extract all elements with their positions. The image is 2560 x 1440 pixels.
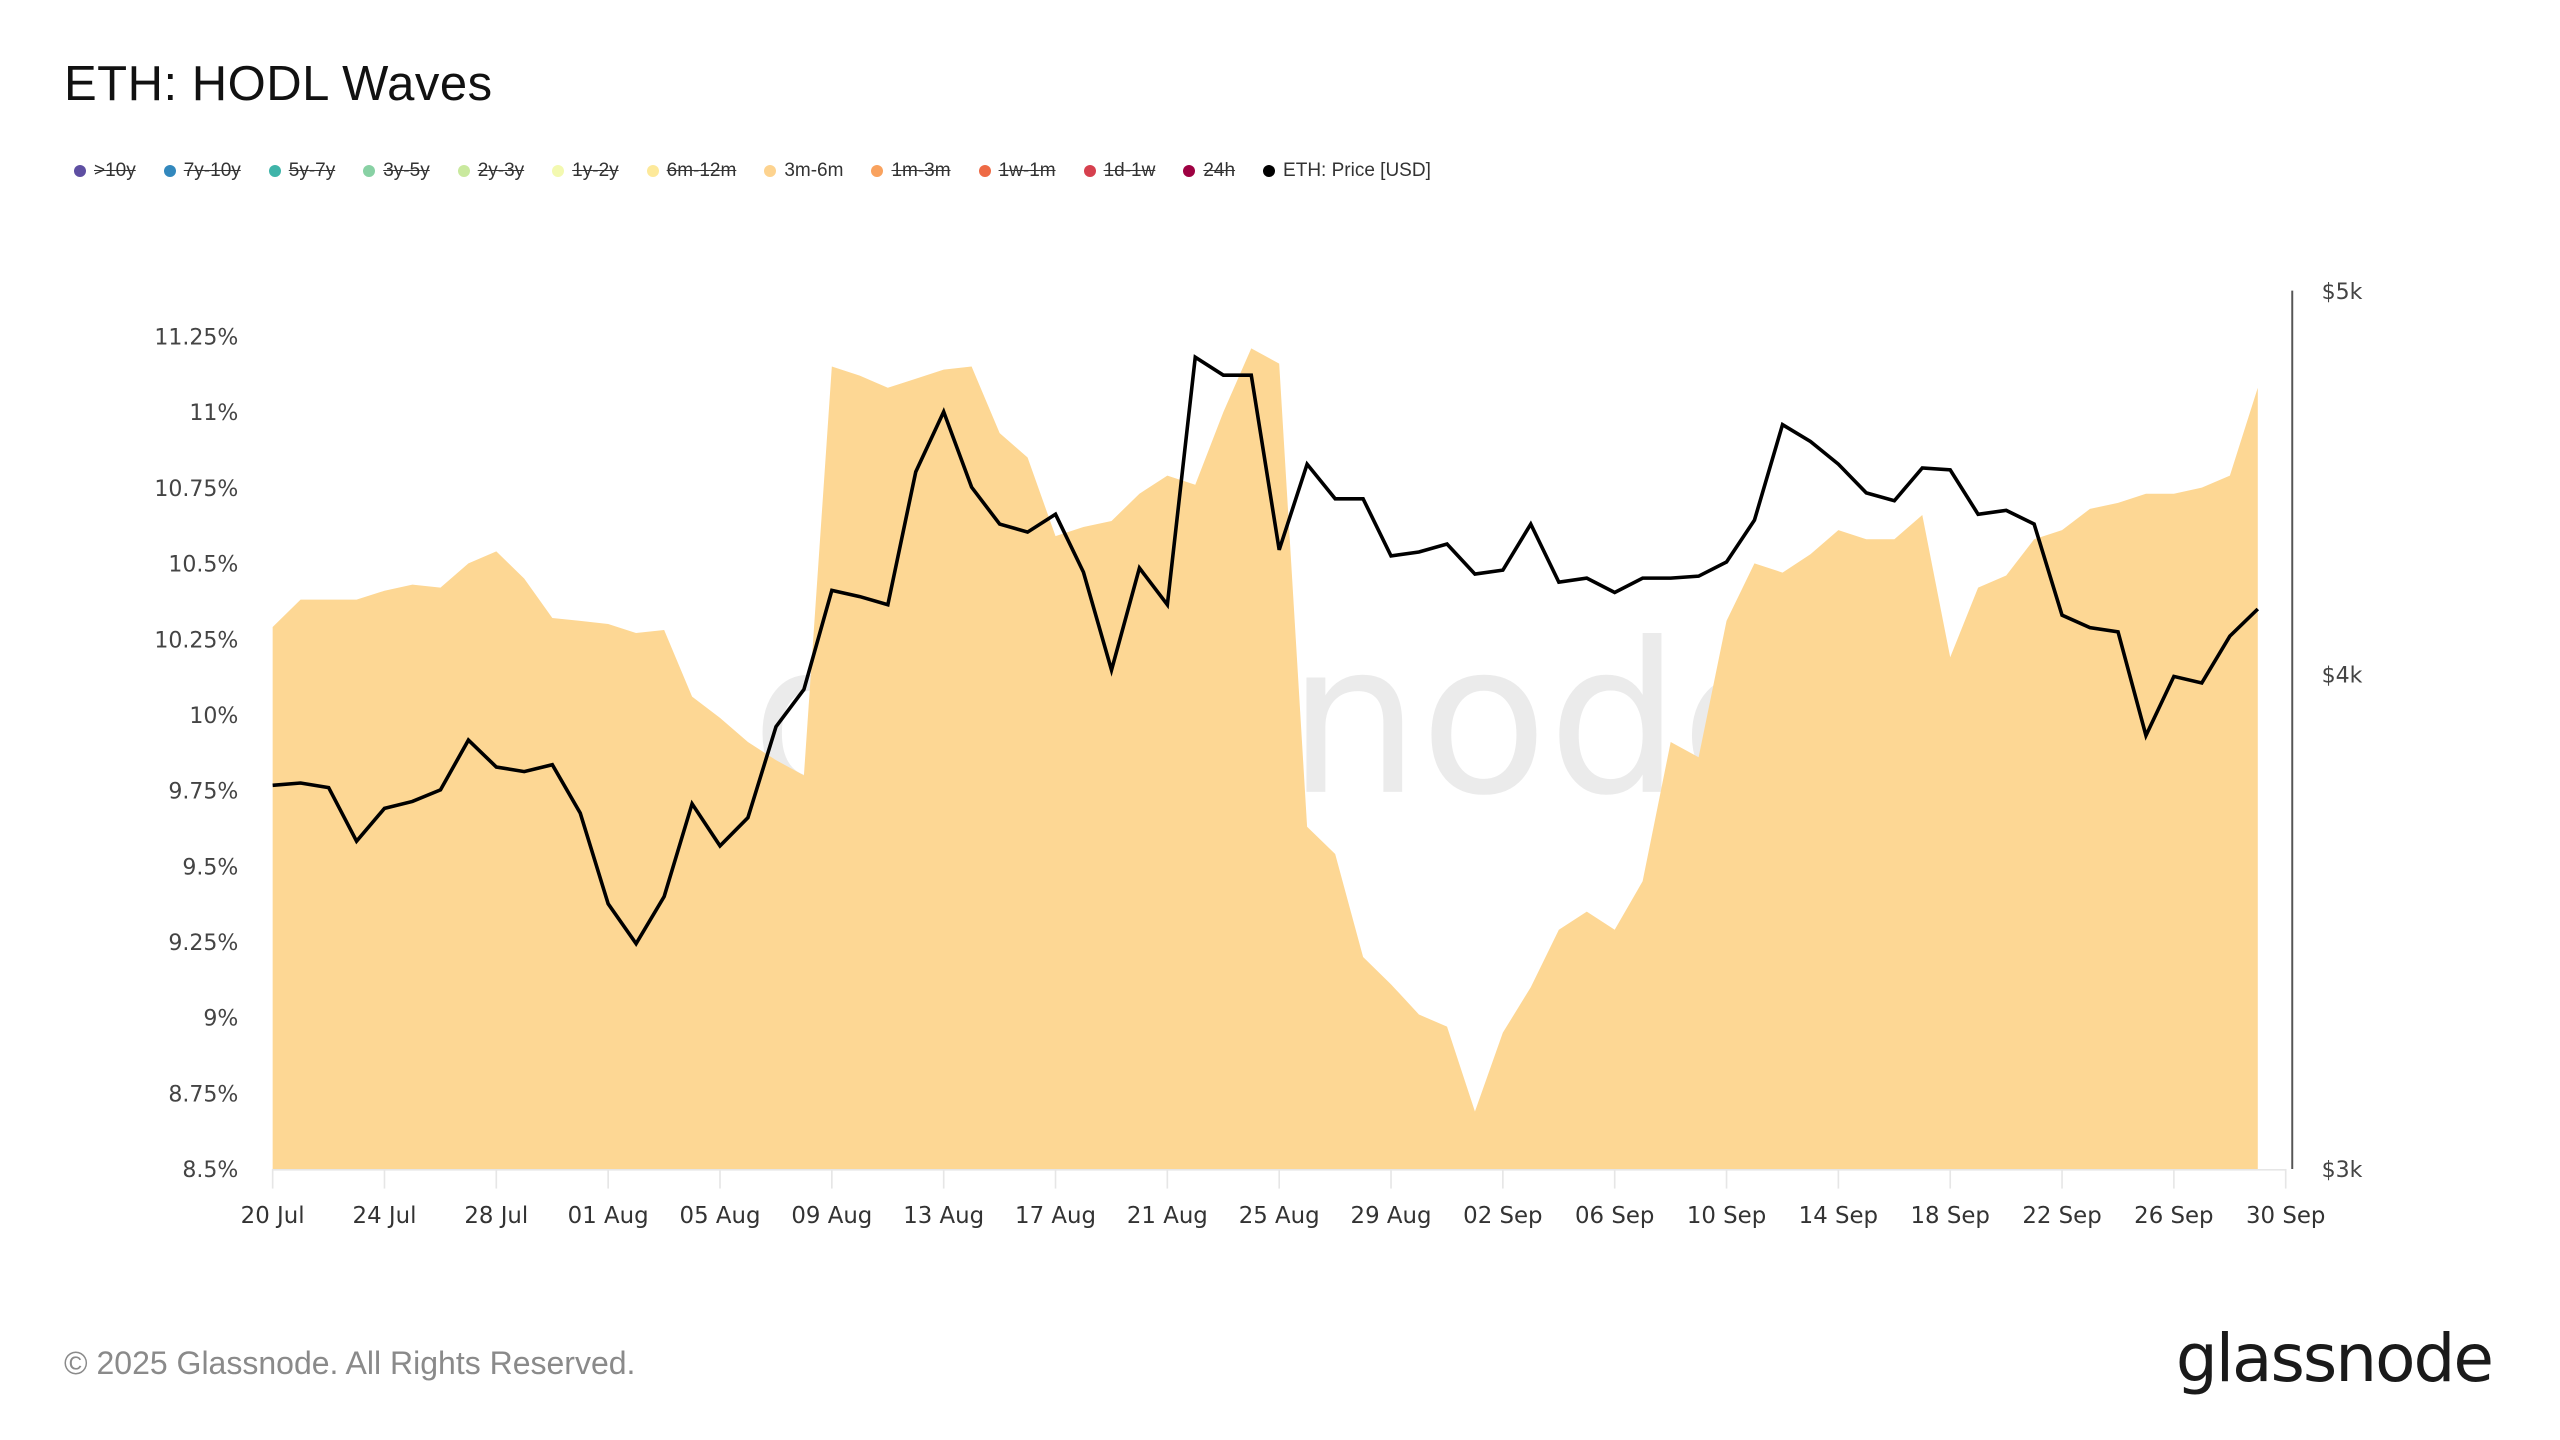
legend-item[interactable]: 1y-2y — [552, 160, 619, 182]
legend-label: 1w-1m — [998, 160, 1056, 181]
y-tick-label: 9.75% — [168, 780, 238, 805]
x-tick-label: 10 Sep — [1687, 1203, 1766, 1229]
legend-label: 1d-1w — [1103, 160, 1156, 181]
legend-dot-icon — [268, 165, 281, 177]
x-tick-label: 29 Aug — [1351, 1203, 1432, 1229]
x-tick-label: 18 Sep — [1911, 1203, 1990, 1229]
x-tick-label: 13 Aug — [903, 1203, 984, 1229]
x-tick-label: 25 Aug — [1239, 1203, 1320, 1229]
legend-dot-icon — [871, 165, 884, 177]
legend-label: 1y-2y — [572, 160, 619, 181]
legend-item[interactable]: 5y-7y — [268, 160, 336, 182]
y-tick-label: 11.25% — [154, 325, 238, 350]
x-tick-label: 17 Aug — [1015, 1203, 1096, 1229]
right-y-axis: $3k $4k $5k — [2322, 280, 2363, 1183]
y-tick-label: 9.25% — [168, 931, 238, 956]
legend-item[interactable]: 1m-3m — [871, 160, 951, 182]
y-tick-label: 8.5% — [182, 1158, 238, 1183]
legend-item[interactable]: 3m-6m — [764, 160, 843, 182]
legend-item[interactable]: 24h — [1183, 160, 1235, 182]
legend-label: 3y-5y — [383, 160, 430, 181]
legend-dot-icon — [552, 165, 565, 177]
legend-dot-icon — [1183, 165, 1196, 177]
y-tick-label: 8.75% — [168, 1082, 238, 1107]
legend-dot-icon — [163, 165, 176, 177]
legend-item[interactable]: 1w-1m — [978, 160, 1056, 182]
area-series-3m-6m[interactable] — [272, 348, 2258, 1169]
legend-label: 1m-3m — [891, 160, 951, 181]
y-tick-label: 10.5% — [168, 553, 238, 578]
y-tick-label: 10.75% — [154, 477, 238, 502]
legend-label: >10y — [94, 160, 136, 181]
legend-dot-icon — [74, 165, 86, 177]
y-tick-label: 9% — [203, 1007, 238, 1032]
x-tick-label: 26 Sep — [2134, 1203, 2213, 1229]
legend-label: 7y-10y — [183, 160, 241, 181]
x-tick-label: 01 Aug — [568, 1203, 649, 1229]
legend-label: 3m-6m — [784, 160, 844, 181]
x-tick-label: 14 Sep — [1799, 1203, 1878, 1229]
line-series-eth-price[interactable] — [272, 354, 2260, 947]
y-tick-label: 9.5% — [182, 855, 238, 880]
legend-dot-icon — [646, 165, 659, 177]
y2-tick-label: $4k — [2322, 663, 2363, 688]
x-tick-label: 21 Aug — [1127, 1203, 1208, 1229]
legend-item[interactable]: 3y-5y — [363, 160, 430, 182]
legend-dot-icon — [457, 165, 470, 177]
legend-item[interactable]: 2y-3y — [457, 160, 525, 182]
legend-label: 24h — [1203, 160, 1236, 181]
x-tick-label: 28 Jul — [464, 1203, 528, 1229]
y2-tick-label: $5k — [2322, 280, 2363, 305]
y-tick-label: 10% — [189, 704, 238, 729]
y-tick-label: 10.25% — [154, 628, 238, 653]
x-tick-label: 02 Sep — [1463, 1203, 1542, 1229]
x-tick-label: 09 Aug — [791, 1203, 872, 1229]
x-tick-label: 05 Aug — [680, 1203, 761, 1229]
legend-item[interactable]: 7y-10y — [163, 160, 241, 182]
legend-dot-icon — [978, 165, 991, 177]
chart-legend: >10y 7y-10y 5y-7y 3y-5y 2y-3y 1y-2y 6m-12m 3m-6… — [74, 160, 1459, 182]
copyright-text: © 2025 Glassnode. All Rights Reserved. — [64, 1345, 636, 1381]
legend-dot-icon — [363, 165, 376, 177]
legend-label: 5y-7y — [288, 160, 336, 181]
x-tick-label: 24 Jul — [353, 1203, 417, 1229]
legend-label: ETH: Price [USD] — [1283, 160, 1431, 181]
legend-label: 6m-12m — [666, 160, 737, 181]
legend-item[interactable]: 1d-1w — [1083, 160, 1156, 182]
x-tick-label: 06 Sep — [1575, 1203, 1654, 1229]
x-axis: 20 Jul 24 Jul 28 Jul 01 Aug 05 Aug 09 Aug 13 A… — [241, 1203, 2326, 1229]
x-tick-label: 22 Sep — [2022, 1203, 2101, 1229]
legend-item[interactable]: >10y — [74, 160, 136, 182]
legend-dot-icon — [1083, 165, 1096, 177]
legend-dot-icon — [764, 165, 777, 177]
glassnode-logo[interactable]: glassnode — [2175, 1320, 2494, 1397]
page-title: ETH: HODL Waves — [64, 57, 493, 111]
x-tick-label: 20 Jul — [241, 1203, 305, 1229]
legend-dot-icon — [1263, 165, 1276, 177]
y-tick-label: 11% — [189, 401, 238, 426]
left-y-axis: 8.5% 8.75% 9% 9.25% 9.5% 9.75% 10% 10.25% 10.5% 1… — [154, 325, 238, 1183]
y2-tick-label: $3k — [2322, 1158, 2363, 1183]
x-axis-ticks — [271, 1168, 2287, 1189]
legend-label: 2y-3y — [477, 160, 525, 181]
x-tick-label: 30 Sep — [2246, 1203, 2325, 1229]
legend-item[interactable]: ETH: Price [USD] — [1263, 160, 1431, 182]
legend-item[interactable]: 6m-12m — [646, 160, 737, 182]
